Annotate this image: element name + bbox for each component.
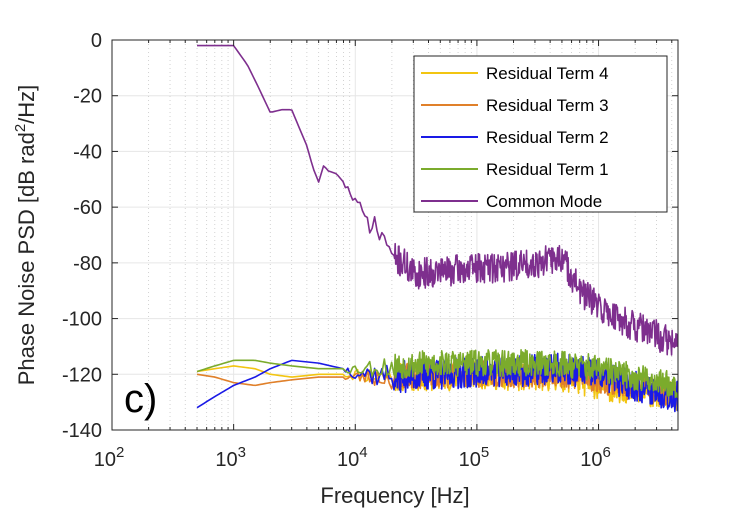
legend: Residual Term 4 Residual Term 3 Residual T… — [413, 55, 668, 213]
y-tick-label: -20 — [73, 86, 102, 108]
y-axis-label: Phase Noise PSD [dB rad2/Hz] — [12, 85, 39, 386]
x-tick-base: 10 — [459, 449, 481, 471]
axis-ticks — [111, 39, 678, 431]
legend-box — [413, 55, 668, 213]
x-tick-label: 103 — [215, 444, 246, 471]
x-tick-base: 10 — [94, 449, 116, 471]
x-tick-label: 104 — [337, 444, 368, 471]
y-tick-label: -100 — [62, 309, 102, 331]
x-tick-label: 102 — [94, 444, 125, 471]
series-layer — [196, 44, 679, 413]
series-line — [196, 349, 679, 399]
x-tick-label: 106 — [580, 444, 611, 471]
x-tick-exp: 4 — [359, 444, 367, 461]
series-line — [197, 44, 679, 356]
x-tick-base: 10 — [215, 449, 237, 471]
y-tick-label: -60 — [73, 197, 102, 219]
x-tick-exp: 3 — [238, 444, 246, 461]
x-tick-label: 105 — [459, 444, 490, 471]
x-tick-exp: 2 — [116, 444, 124, 461]
y-tick-label: -80 — [73, 253, 102, 275]
y-tick-label: -140 — [62, 420, 102, 442]
legend-label: Residual Term 2 — [486, 128, 609, 147]
x-tick-exp: 5 — [481, 444, 489, 461]
panel-label: c) — [124, 377, 157, 421]
x-tick-base: 10 — [580, 449, 602, 471]
legend-label: Residual Term 4 — [486, 64, 609, 83]
y-axis-label-main: Phase Noise PSD [dB rad — [14, 132, 39, 385]
y-tick-label: -120 — [62, 364, 102, 386]
y-axis-label-sup: 2 — [12, 124, 29, 132]
y-tick-label: 0 — [91, 30, 102, 52]
x-tick-exp: 6 — [602, 444, 610, 461]
y-axis-label-tail: /Hz] — [14, 85, 39, 124]
y-tick-label: -40 — [73, 141, 102, 163]
legend-label: Residual Term 3 — [486, 96, 609, 115]
x-tick-base: 10 — [337, 449, 359, 471]
x-axis-label: Frequency [Hz] — [320, 483, 469, 508]
legend-label: Residual Term 1 — [486, 160, 609, 179]
plot-frame — [111, 39, 679, 431]
legend-label: Common Mode — [486, 192, 602, 211]
